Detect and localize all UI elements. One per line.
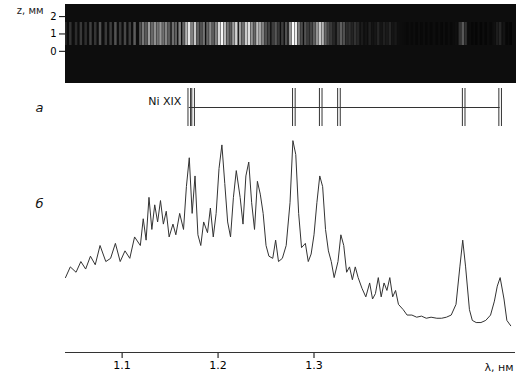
svg-text:2: 2 [50,11,56,22]
svg-text:1.1: 1.1 [113,359,130,372]
svg-text:λ, нм: λ, нм [485,361,514,374]
svg-text:1.3: 1.3 [305,359,323,372]
svg-text:0: 0 [50,46,56,57]
svg-text:Ni XIX: Ni XIX [148,95,182,108]
svg-text:1: 1 [50,28,56,39]
svg-text:б: б [36,196,44,211]
svg-text:z, мм: z, мм [17,5,44,16]
svg-text:а: а [36,100,44,115]
svg-text:1.2: 1.2 [209,359,227,372]
